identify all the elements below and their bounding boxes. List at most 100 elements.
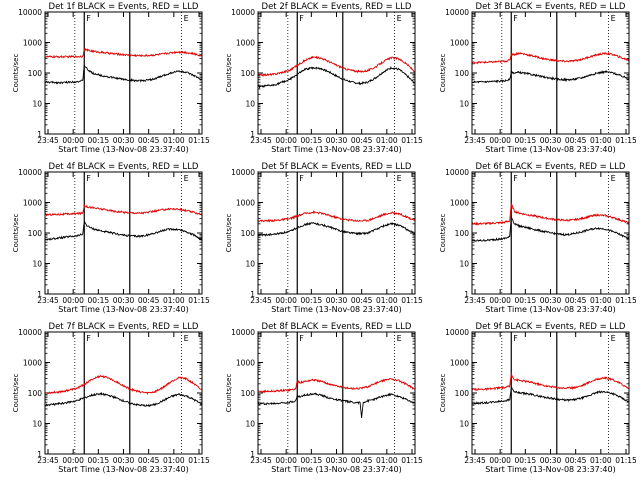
y-tick-label: 10: [459, 420, 469, 429]
x-tick-label: 00:45: [351, 456, 373, 465]
y-tick-label: 10000: [18, 8, 42, 17]
y-tick-label: 1: [250, 130, 255, 139]
x-tick-label: 00:00: [62, 296, 84, 305]
plot-frame: [471, 11, 630, 135]
interval-marker-f: F: [86, 14, 91, 23]
panel-title: Det 9f BLACK = Events, RED = LLD: [476, 322, 626, 332]
plot-frame: [44, 171, 203, 295]
x-tick-label: 00:30: [540, 296, 562, 305]
y-tick-label: 10000: [445, 328, 469, 337]
interval-marker-f: F: [299, 174, 304, 183]
x-tick-label: 01:00: [590, 136, 612, 145]
y-tick-label: 1: [464, 130, 469, 139]
x-tick-label: 00:00: [489, 456, 511, 465]
y-tick-label: 1: [250, 290, 255, 299]
y-tick-label: 100: [241, 69, 256, 78]
y-tick-label: 1: [37, 450, 42, 459]
y-axis-label: Counts/sec: [225, 374, 233, 413]
y-axis-label: Counts/sec: [225, 214, 233, 253]
panel-title: Det 7f BLACK = Events, RED = LLD: [49, 322, 199, 332]
panel-det-7: Det 7f BLACK = Events, RED = LLD 1 10 100 10…: [12, 322, 210, 474]
lld-series-line: [471, 202, 630, 226]
interval-marker-f: F: [299, 14, 304, 23]
y-tick-label: 1: [37, 130, 42, 139]
plot-frame: [257, 331, 416, 455]
x-tick-label: 00:15: [301, 136, 323, 145]
y-tick-label: 1000: [450, 39, 469, 48]
y-axis-label: Counts/sec: [439, 214, 447, 253]
y-tick-label: 100: [455, 229, 470, 238]
interval-marker-e: E: [611, 14, 616, 23]
x-tick-label: 23:45: [250, 456, 272, 465]
interval-marker-e: E: [184, 174, 189, 183]
x-tick-label: 00:00: [489, 136, 511, 145]
lld-series-line: [257, 378, 416, 394]
y-tick-label: 1000: [236, 359, 255, 368]
x-axis-label: Start Time (13-Nov-08 23:37:40): [58, 145, 188, 154]
interval-marker-e: E: [397, 14, 402, 23]
y-tick-label: 10: [32, 420, 42, 429]
events-series-line: [257, 221, 416, 237]
y-axis-label: Counts/sec: [439, 374, 447, 413]
y-tick-label: 1000: [450, 199, 469, 208]
events-series-line: [471, 216, 630, 243]
panel-det-1: Det 1f BLACK = Events, RED = LLD 1 10 100 10…: [12, 2, 210, 154]
lld-series-line: [44, 48, 203, 59]
x-tick-label: 00:00: [275, 456, 297, 465]
panel-title: Det 8f BLACK = Events, RED = LLD: [262, 322, 412, 332]
plot-frame: [471, 171, 630, 295]
interval-marker-e: E: [611, 174, 616, 183]
interval-marker-e: E: [184, 334, 189, 343]
lld-series-line: [471, 51, 630, 65]
y-axis-label: Counts/sec: [12, 54, 20, 93]
y-tick-label: 100: [241, 229, 256, 238]
x-axis-label: Start Time (13-Nov-08 23:37:40): [485, 145, 615, 154]
y-axis-label: Counts/sec: [12, 374, 20, 413]
y-tick-label: 100: [28, 389, 43, 398]
y-axis-label: Counts/sec: [439, 54, 447, 93]
y-tick-label: 1: [464, 450, 469, 459]
y-tick-label: 10: [245, 260, 255, 269]
x-tick-label: 00:30: [326, 456, 348, 465]
interval-marker-f: F: [513, 334, 518, 343]
y-tick-label: 10000: [231, 8, 255, 17]
x-tick-label: 00:30: [540, 136, 562, 145]
y-tick-label: 10: [245, 420, 255, 429]
interval-marker-e: E: [397, 174, 402, 183]
x-tick-label: 01:00: [163, 136, 185, 145]
plot-frame: [257, 11, 416, 135]
y-tick-label: 100: [28, 69, 43, 78]
panel-det-4: Det 4f BLACK = Events, RED = LLD 1 10 100 10…: [12, 162, 210, 314]
x-tick-label: 00:15: [88, 456, 110, 465]
lld-series-line: [257, 55, 416, 77]
y-tick-label: 10000: [231, 168, 255, 177]
y-tick-label: 1: [37, 290, 42, 299]
x-tick-label: 01:15: [401, 136, 423, 145]
panel-det-9: Det 9f BLACK = Events, RED = LLD 1 10 100 10…: [439, 322, 637, 474]
x-tick-label: 01:15: [188, 296, 210, 305]
interval-marker-e: E: [184, 14, 189, 23]
interval-marker-f: F: [86, 334, 91, 343]
x-tick-label: 00:00: [62, 456, 84, 465]
x-tick-label: 00:15: [515, 136, 537, 145]
plot-frame: [44, 331, 203, 455]
y-tick-label: 100: [28, 229, 43, 238]
x-tick-label: 23:45: [464, 136, 486, 145]
interval-marker-f: F: [86, 174, 91, 183]
y-tick-label: 1000: [23, 39, 42, 48]
x-tick-label: 01:00: [590, 296, 612, 305]
interval-marker-e: E: [611, 334, 616, 343]
events-series-line: [471, 69, 630, 84]
events-series-line: [44, 63, 203, 85]
x-tick-label: 23:45: [250, 136, 272, 145]
x-tick-label: 00:00: [275, 296, 297, 305]
x-tick-label: 00:15: [515, 296, 537, 305]
x-tick-label: 23:45: [37, 296, 59, 305]
interval-marker-f: F: [513, 174, 518, 183]
x-axis-label: Start Time (13-Nov-08 23:37:40): [485, 465, 615, 474]
x-tick-label: 01:15: [401, 456, 423, 465]
x-tick-label: 01:00: [590, 456, 612, 465]
x-tick-label: 01:00: [376, 136, 398, 145]
